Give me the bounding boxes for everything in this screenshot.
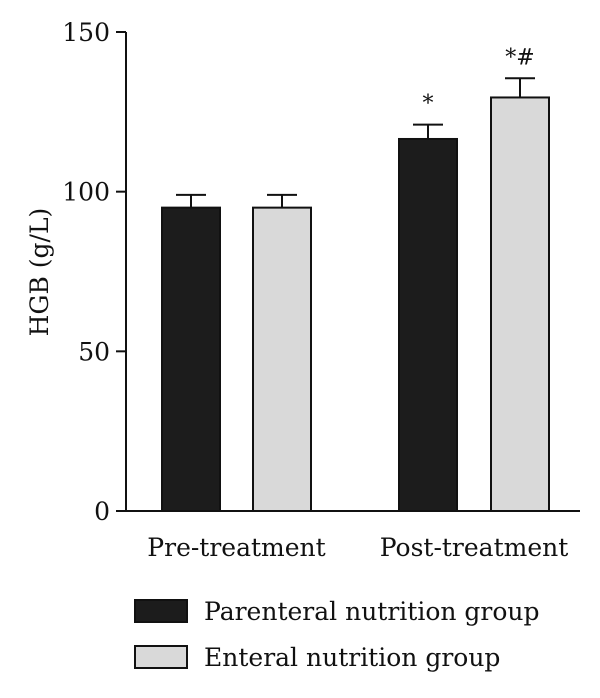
x-category-label: Post-treatment: [380, 533, 569, 562]
bar: [398, 137, 458, 513]
legend-swatch: [134, 645, 188, 669]
y-axis-ticks: 0 50 100 150: [62, 18, 126, 526]
y-tick-label: 100: [62, 178, 110, 207]
y-tick-label: 150: [62, 18, 110, 47]
legend: Parenteral nutrition group Enteral nutrit…: [134, 597, 540, 672]
legend-swatch: [134, 599, 188, 623]
significance-annotation: *: [423, 92, 434, 117]
y-axis-title: HGB (g/L): [25, 208, 54, 337]
bar: [252, 206, 312, 512]
y-tick-label: 50: [78, 337, 110, 366]
category-labels: Pre-treatment Post-treatment: [147, 533, 568, 562]
bar: [161, 206, 221, 512]
significance-annotation: *#: [505, 45, 534, 70]
bar: [490, 96, 550, 512]
y-tick-label: 0: [94, 497, 110, 526]
bar-series-group: * *#: [161, 45, 550, 513]
legend-label: Enteral nutrition group: [204, 643, 500, 672]
x-category-label: Pre-treatment: [147, 533, 325, 562]
legend-label: Parenteral nutrition group: [204, 597, 540, 626]
